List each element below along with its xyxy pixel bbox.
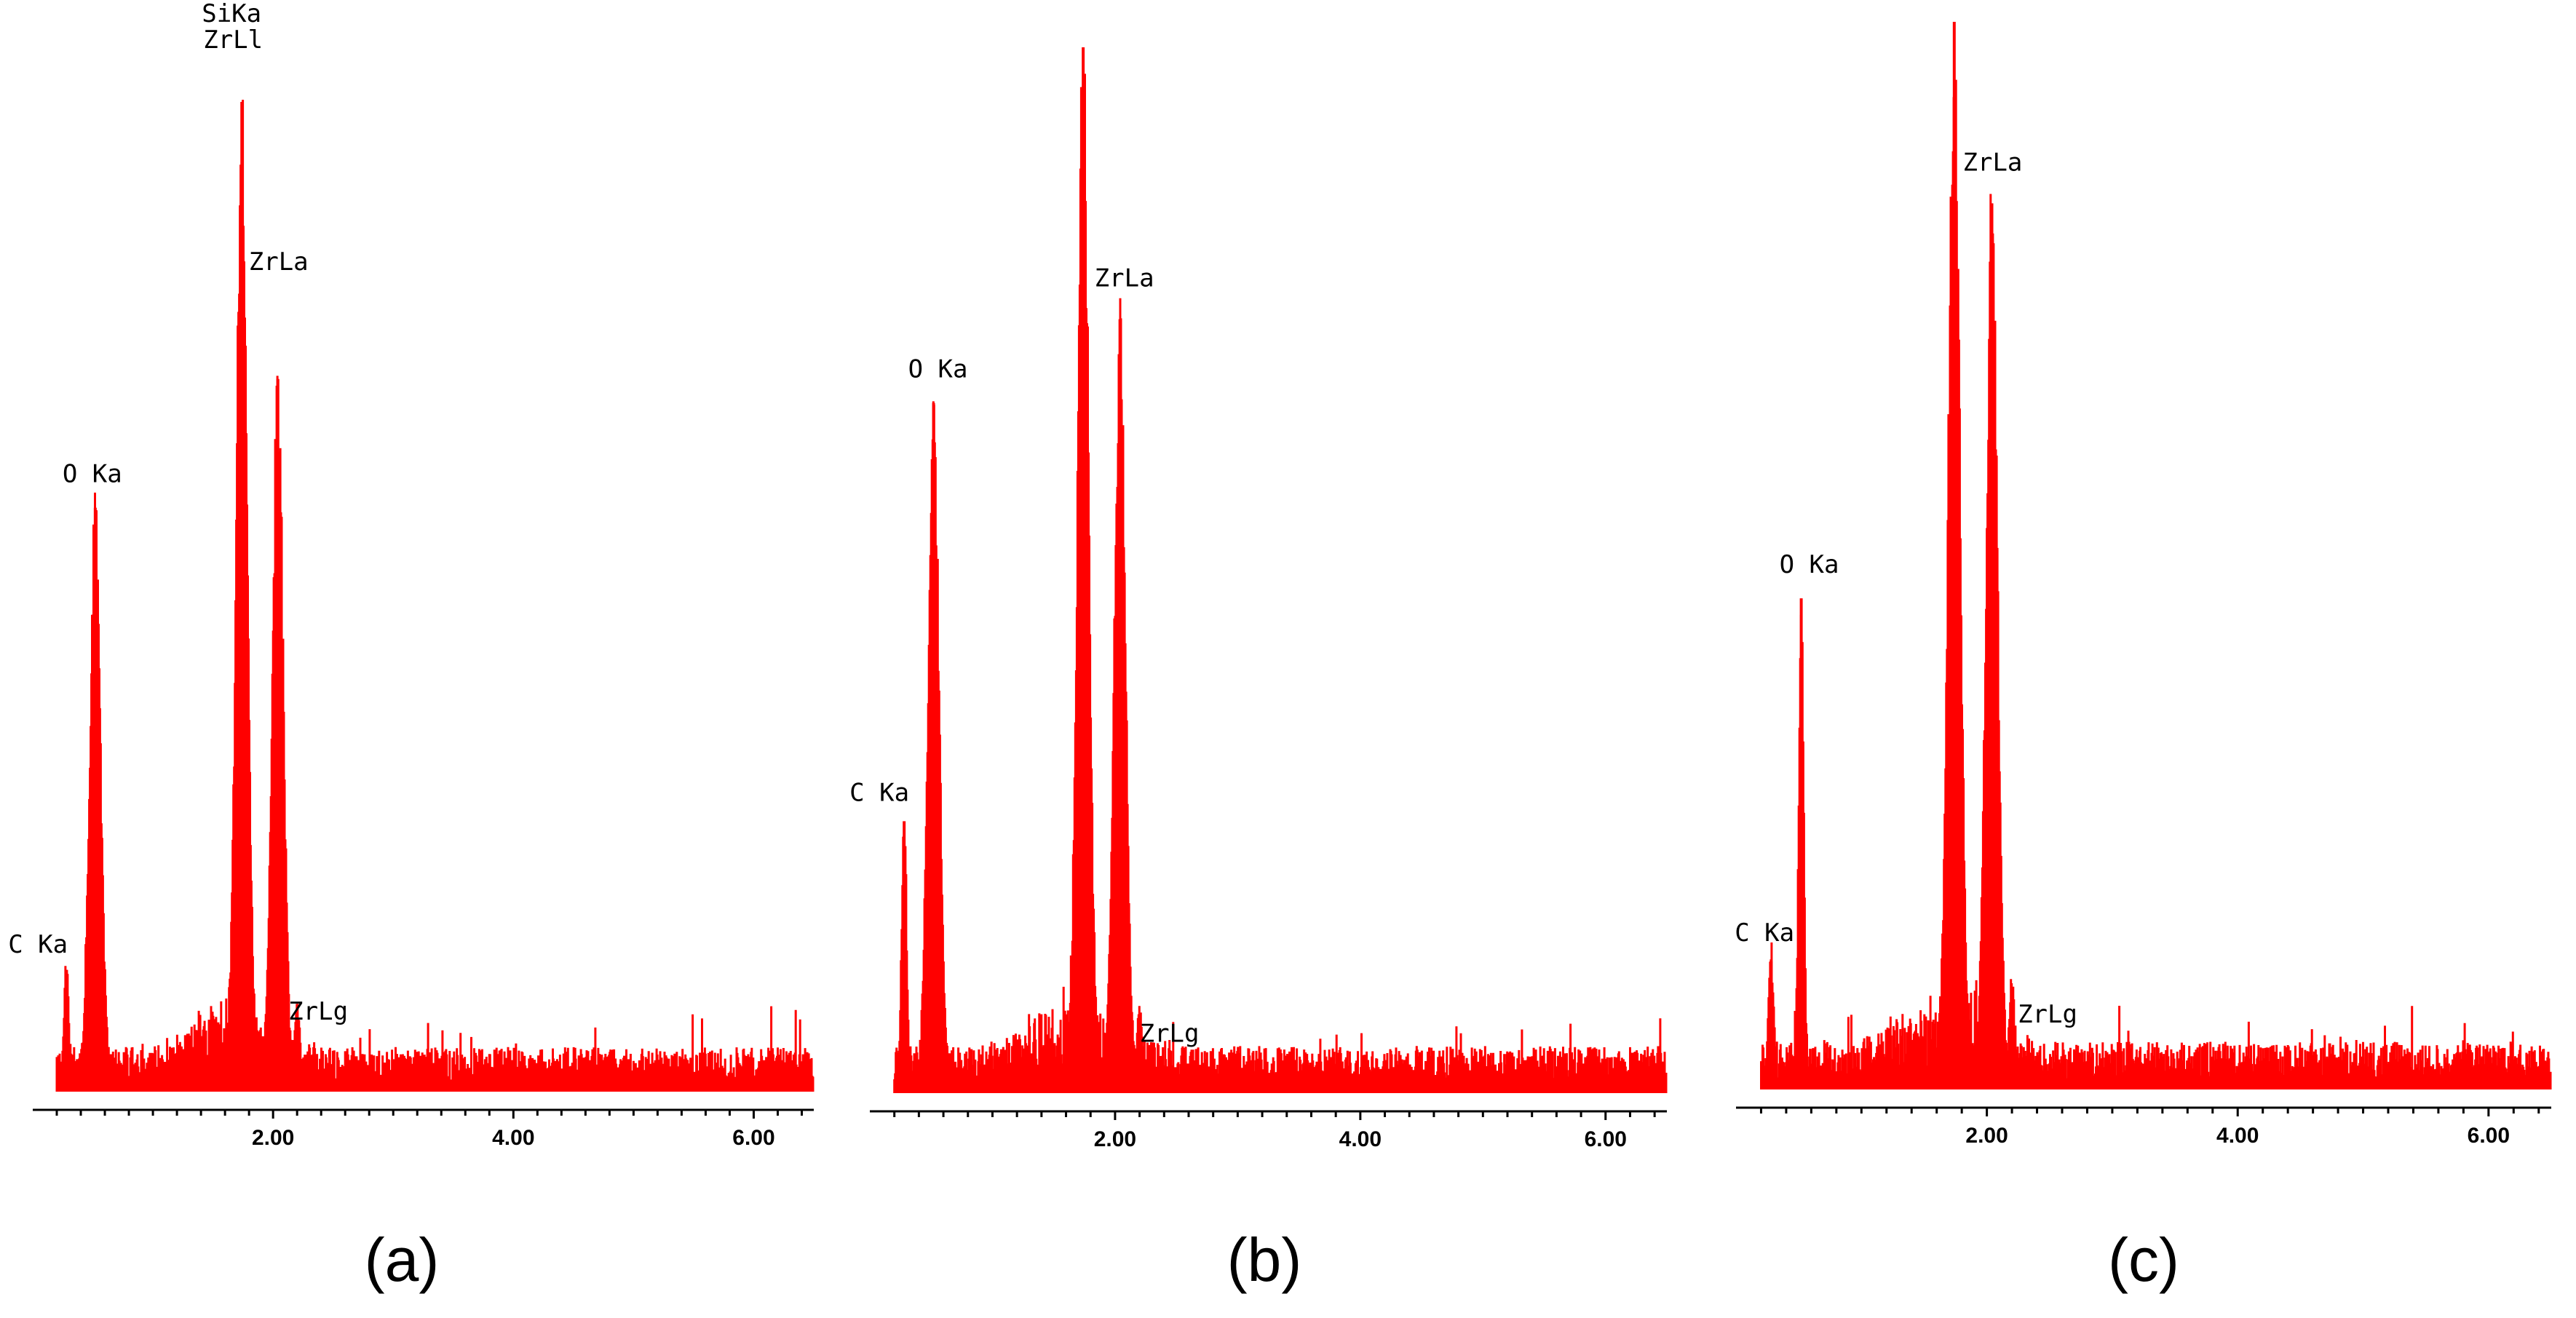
x-tick-label: 4.00	[492, 1126, 534, 1150]
panel-label: (a)	[365, 1226, 440, 1294]
peak-label: C Ka	[1735, 918, 1794, 948]
peak-label: C Ka	[849, 778, 909, 807]
panel-label: (c)	[2108, 1226, 2179, 1294]
x-tick-label: 2.00	[1965, 1124, 2008, 1148]
peak-label: ZrLa	[249, 247, 309, 277]
x-tick-label: 4.00	[2216, 1124, 2259, 1148]
peak-label: O Ka	[63, 460, 122, 489]
spectrum-bars	[893, 74, 1668, 1093]
x-tick-label: 4.00	[1339, 1127, 1382, 1151]
peak-label: ZrLg	[288, 997, 348, 1026]
spectrum-bars	[55, 100, 815, 1092]
x-tick-label: 2.00	[1094, 1127, 1136, 1151]
peak-label: O Ka	[908, 355, 968, 384]
peak-label: ZrLa	[1095, 264, 1154, 293]
peak-label: ZrLa	[1963, 148, 2023, 177]
peak-label: O Ka	[1780, 550, 1839, 579]
x-tick-label: 2.00	[252, 1126, 294, 1150]
spectrum-bars	[1760, 79, 2552, 1089]
spectrum-panel-a: C Ka O Ka SiKa ZrLl ZrLa ZrLg 2.00 4.00 6.00 (a)	[8, 0, 815, 1294]
x-tick-label: 6.00	[1585, 1127, 1627, 1151]
x-tick-label: 6.00	[2468, 1124, 2510, 1148]
peak-label: C Ka	[8, 930, 68, 959]
peak-label: ZrLg	[2018, 1000, 2077, 1029]
peak-label: ZrLg	[1140, 1019, 1200, 1048]
peak-label: SiKa ZrLl	[202, 0, 263, 55]
panel-label: (b)	[1227, 1226, 1302, 1294]
x-tick-label: 6.00	[732, 1126, 774, 1150]
